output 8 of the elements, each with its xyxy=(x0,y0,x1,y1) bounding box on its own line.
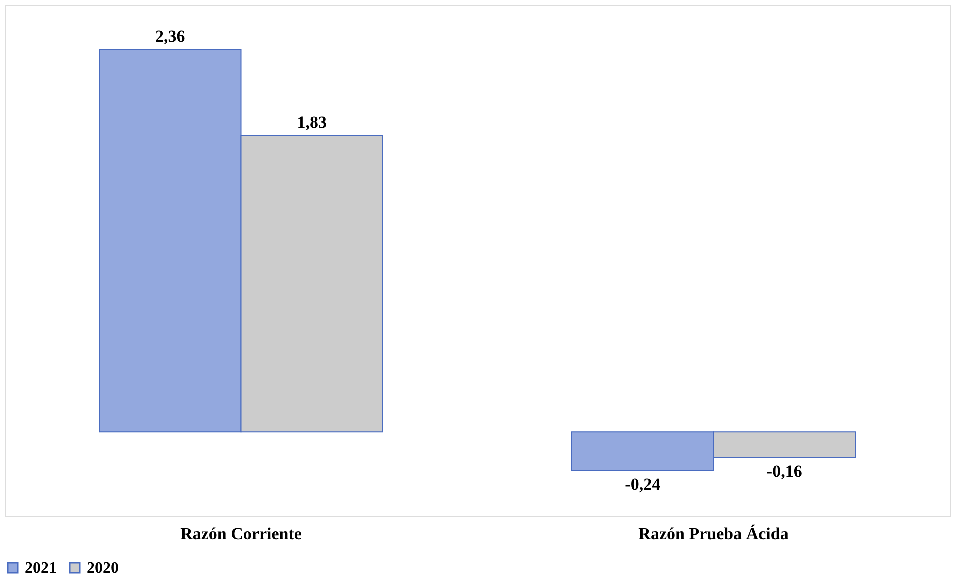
x-tick-label: Razón Corriente xyxy=(180,524,302,544)
data-label: 1,83 xyxy=(297,112,327,132)
data-label: -0,24 xyxy=(625,475,662,494)
legend-label: 2021 xyxy=(25,560,57,577)
data-label: 2,36 xyxy=(156,27,186,46)
legend-label: 2020 xyxy=(87,560,119,577)
x-tick-label: Razón Prueba Ácida xyxy=(638,524,790,544)
data-label: -0,16 xyxy=(766,462,802,482)
